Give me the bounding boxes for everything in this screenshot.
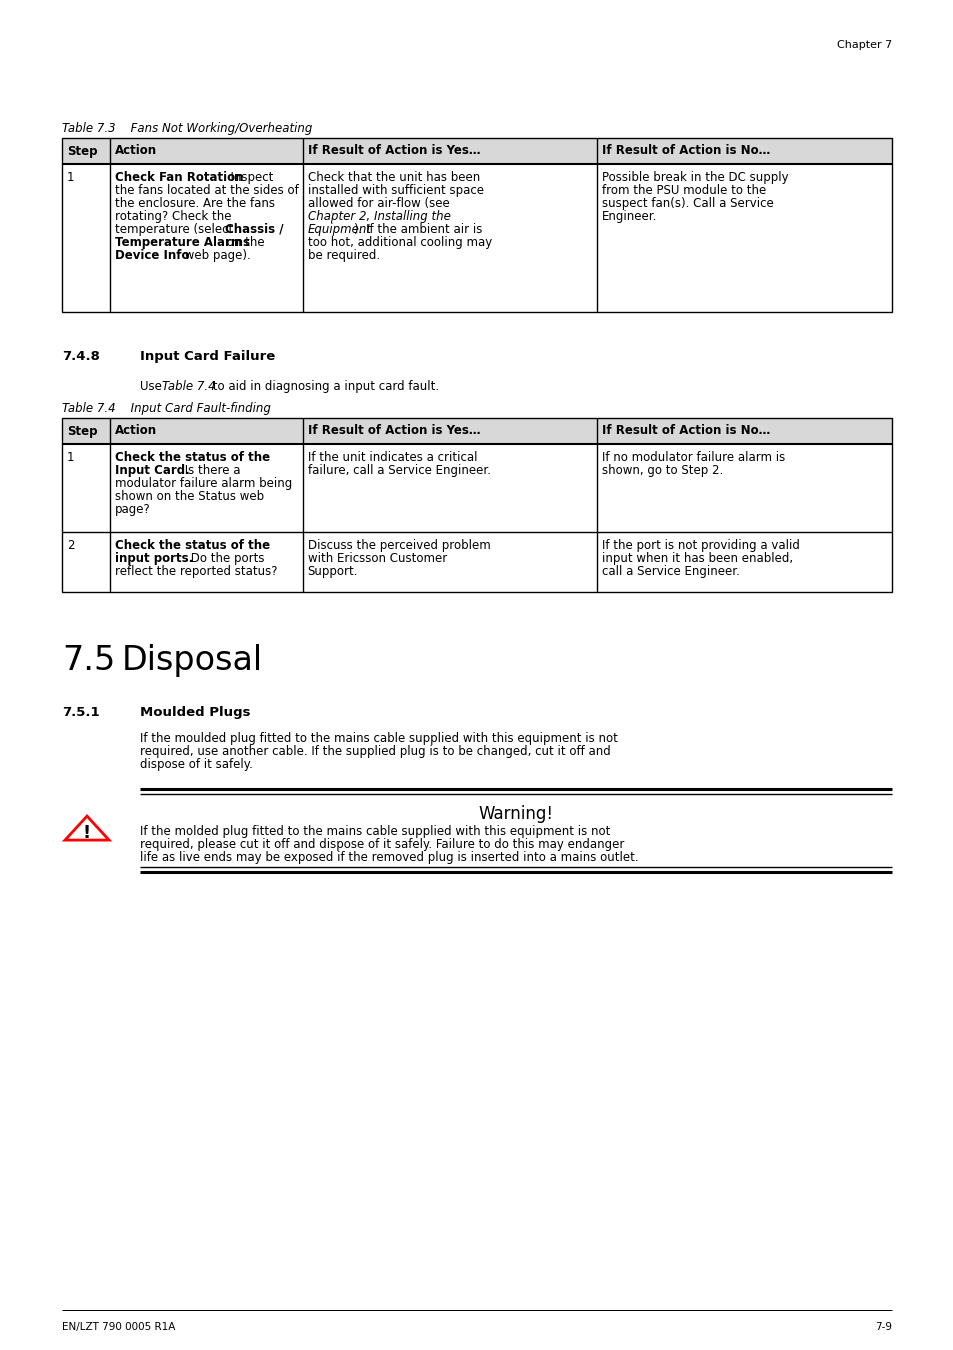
Text: Equipment: Equipment xyxy=(308,223,372,236)
Text: 7.4.8: 7.4.8 xyxy=(62,350,100,363)
Text: Check that the unit has been: Check that the unit has been xyxy=(308,171,479,184)
Text: Support.: Support. xyxy=(308,566,357,578)
Text: Action: Action xyxy=(115,144,157,158)
Text: Input Card Failure: Input Card Failure xyxy=(140,350,275,363)
Bar xyxy=(62,418,891,593)
Text: If Result of Action is No…: If Result of Action is No… xyxy=(601,424,770,437)
Text: Warning!: Warning! xyxy=(478,805,553,823)
Text: Moulded Plugs: Moulded Plugs xyxy=(140,706,251,720)
Text: life as live ends may be exposed if the removed plug is inserted into a mains ou: life as live ends may be exposed if the … xyxy=(140,850,638,864)
Text: If the port is not providing a valid: If the port is not providing a valid xyxy=(601,539,800,552)
Text: reflect the reported status?: reflect the reported status? xyxy=(115,566,277,578)
Text: failure, call a Service Engineer.: failure, call a Service Engineer. xyxy=(308,464,490,477)
Text: Do the ports: Do the ports xyxy=(187,552,264,566)
Text: dispose of it safely.: dispose of it safely. xyxy=(140,757,253,771)
Text: If the moulded plug fitted to the mains cable supplied with this equipment is no: If the moulded plug fitted to the mains … xyxy=(140,732,618,745)
Text: suspect fan(s). Call a Service: suspect fan(s). Call a Service xyxy=(601,197,773,211)
Bar xyxy=(62,138,891,312)
Text: !: ! xyxy=(83,824,91,841)
Text: Temperature Alarms: Temperature Alarms xyxy=(115,236,250,248)
Text: 1: 1 xyxy=(67,171,74,184)
Text: too hot, additional cooling may: too hot, additional cooling may xyxy=(308,236,492,248)
Text: shown on the Status web: shown on the Status web xyxy=(115,490,264,504)
Text: 1: 1 xyxy=(67,451,74,464)
Text: modulator failure alarm being: modulator failure alarm being xyxy=(115,477,292,490)
Text: If no modulator failure alarm is: If no modulator failure alarm is xyxy=(601,451,784,464)
Text: Use: Use xyxy=(140,379,166,393)
Text: call a Service Engineer.: call a Service Engineer. xyxy=(601,566,740,578)
Text: If the molded plug fitted to the mains cable supplied with this equipment is not: If the molded plug fitted to the mains c… xyxy=(140,825,610,838)
Text: temperature (select: temperature (select xyxy=(115,223,237,236)
Text: . Inspect: . Inspect xyxy=(223,171,274,184)
Text: Action: Action xyxy=(115,424,157,437)
Text: Chapter 7: Chapter 7 xyxy=(836,40,891,50)
Text: required, use another cable. If the supplied plug is to be changed, cut it off a: required, use another cable. If the supp… xyxy=(140,745,610,757)
Text: the enclosure. Are the fans: the enclosure. Are the fans xyxy=(115,197,274,211)
Text: Step: Step xyxy=(67,144,97,158)
Text: Table 7.3    Fans Not Working/Overheating: Table 7.3 Fans Not Working/Overheating xyxy=(62,122,312,135)
Bar xyxy=(62,418,891,444)
Text: Table 7.4: Table 7.4 xyxy=(162,379,215,393)
Text: Chapter 2, Installing the: Chapter 2, Installing the xyxy=(308,211,450,223)
Text: be required.: be required. xyxy=(308,248,379,262)
Text: with Ericsson Customer: with Ericsson Customer xyxy=(308,552,447,566)
Text: page?: page? xyxy=(115,504,151,516)
Text: input when it has been enabled,: input when it has been enabled, xyxy=(601,552,793,566)
Text: on the: on the xyxy=(223,236,265,248)
Text: Check the status of the: Check the status of the xyxy=(115,451,270,464)
Text: Table 7.4    Input Card Fault-finding: Table 7.4 Input Card Fault-finding xyxy=(62,402,271,414)
Text: shown, go to Step 2.: shown, go to Step 2. xyxy=(601,464,722,477)
Text: Disposal: Disposal xyxy=(122,644,263,676)
Text: from the PSU module to the: from the PSU module to the xyxy=(601,184,766,197)
Text: Input Card.: Input Card. xyxy=(115,464,190,477)
Text: to aid in diagnosing a input card fault.: to aid in diagnosing a input card fault. xyxy=(209,379,438,393)
Text: Is there a: Is there a xyxy=(181,464,240,477)
Text: input ports.: input ports. xyxy=(115,552,193,566)
Text: web page).: web page). xyxy=(181,248,251,262)
Text: installed with sufficient space: installed with sufficient space xyxy=(308,184,483,197)
Text: required, please cut it off and dispose of it safely. Failure to do this may end: required, please cut it off and dispose … xyxy=(140,838,623,850)
Text: rotating? Check the: rotating? Check the xyxy=(115,211,232,223)
Text: Check the status of the: Check the status of the xyxy=(115,539,270,552)
Bar xyxy=(62,138,891,163)
Text: the fans located at the sides of: the fans located at the sides of xyxy=(115,184,298,197)
Text: 7.5.1: 7.5.1 xyxy=(62,706,99,720)
Text: If Result of Action is Yes…: If Result of Action is Yes… xyxy=(308,424,479,437)
Text: ). If the ambient air is: ). If the ambient air is xyxy=(355,223,482,236)
Text: Step: Step xyxy=(67,424,97,437)
Text: EN/LZT 790 0005 R1A: EN/LZT 790 0005 R1A xyxy=(62,1322,175,1332)
Text: 7.5: 7.5 xyxy=(62,644,115,676)
Text: Possible break in the DC supply: Possible break in the DC supply xyxy=(601,171,788,184)
Text: If the unit indicates a critical: If the unit indicates a critical xyxy=(308,451,476,464)
Text: Chassis /: Chassis / xyxy=(225,223,283,236)
Text: 2: 2 xyxy=(67,539,74,552)
Text: Discuss the perceived problem: Discuss the perceived problem xyxy=(308,539,490,552)
Text: If Result of Action is Yes…: If Result of Action is Yes… xyxy=(308,144,479,158)
Text: 7-9: 7-9 xyxy=(874,1322,891,1332)
Text: Check Fan Rotation: Check Fan Rotation xyxy=(115,171,243,184)
Text: allowed for air-flow (see: allowed for air-flow (see xyxy=(308,197,449,211)
Text: Engineer.: Engineer. xyxy=(601,211,657,223)
Text: If Result of Action is No…: If Result of Action is No… xyxy=(601,144,770,158)
Text: Device Info: Device Info xyxy=(115,248,190,262)
